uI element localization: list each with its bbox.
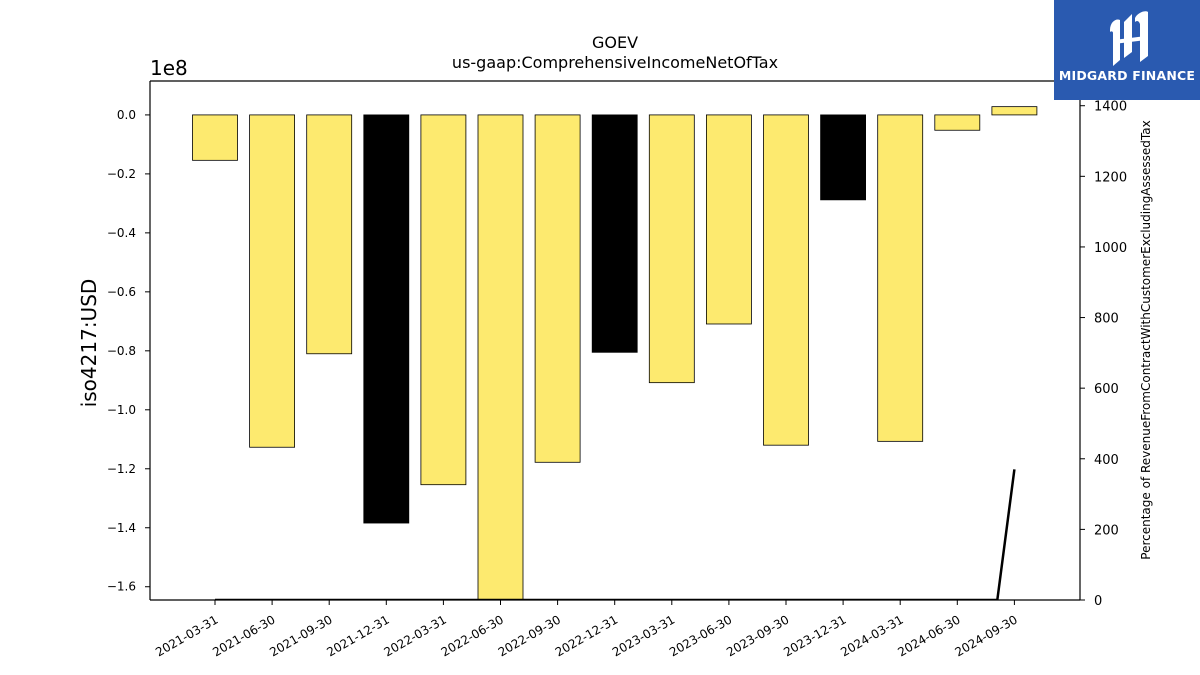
y-tick-label: −1.6 xyxy=(107,580,136,594)
y-tick-label: −1.2 xyxy=(107,462,136,476)
x-tick-label: 2022-12-31 xyxy=(553,612,620,659)
bar-2021-09-30 xyxy=(306,114,353,355)
y2-tick-label: 600 xyxy=(1094,382,1119,397)
x-tick-label: 2022-09-30 xyxy=(496,612,563,659)
bar-2023-09-30 xyxy=(763,114,809,446)
secondary-line xyxy=(215,469,1016,600)
x-tick-label: 2021-03-31 xyxy=(153,612,220,659)
x-tick-label: 2021-12-31 xyxy=(324,612,391,659)
midgard-finance-logo: MIDGARD FINANCE xyxy=(1054,0,1200,100)
logo-text: MIDGARD FINANCE xyxy=(1058,68,1196,83)
x-tick-label: 2022-06-30 xyxy=(439,612,506,659)
y2-tick-label: 1000 xyxy=(1094,241,1127,256)
midgard-logo-icon xyxy=(1110,11,1148,66)
y-tick-label: −0.4 xyxy=(107,226,136,240)
y-axis-label: iso4217:USD xyxy=(77,279,101,408)
y2-tick-label: 1400 xyxy=(1094,100,1127,115)
bar-2023-03-31 xyxy=(648,114,695,384)
chart-subtitle: us-gaap:ComprehensiveIncomeNetOfTax xyxy=(452,53,778,72)
bar-2022-06-30 xyxy=(477,114,524,600)
bar-2023-06-30 xyxy=(706,114,752,325)
x-tick-label: 2024-06-30 xyxy=(895,612,962,659)
x-tick-label: 2024-03-31 xyxy=(838,612,905,659)
bar-2022-09-30 xyxy=(534,114,581,463)
bar-2023-12-31 xyxy=(820,114,866,201)
bar-2024-06-30 xyxy=(934,114,981,131)
y-tick-label: −0.8 xyxy=(107,344,136,358)
bar-2021-06-30 xyxy=(249,114,296,448)
bar-2021-03-31 xyxy=(192,114,238,161)
bar-2022-12-31 xyxy=(591,114,638,353)
y2-tick-label: 800 xyxy=(1094,312,1119,327)
y-tick-label: −0.2 xyxy=(107,167,136,181)
bar-2022-03-31 xyxy=(420,114,467,486)
x-tick-label: 2024-09-30 xyxy=(952,612,1019,659)
chart-title: GOEV xyxy=(592,33,638,52)
x-tick-label: 2023-06-30 xyxy=(667,612,734,659)
y-tick-label: −1.4 xyxy=(107,521,136,535)
bar-2024-03-31 xyxy=(877,114,924,442)
bar-2024-09-30 xyxy=(991,106,1038,116)
y2-tick-label: 400 xyxy=(1094,453,1119,468)
y2-tick-label: 0 xyxy=(1094,594,1102,609)
y-tick-label: 0.0 xyxy=(117,108,136,122)
y2-tick-label: 1200 xyxy=(1094,170,1127,185)
x-tick-label: 2021-06-30 xyxy=(210,612,277,659)
x-tick-label: 2021-09-30 xyxy=(267,612,334,659)
bar-2021-12-31 xyxy=(363,114,410,524)
x-tick-label: 2023-09-30 xyxy=(724,612,791,659)
x-tick-label: 2022-03-31 xyxy=(381,612,448,659)
y2-tick-label: 200 xyxy=(1094,523,1119,538)
y-tick-label: −0.6 xyxy=(107,285,136,299)
y2-axis-label: Percentage of RevenueFromContractWithCus… xyxy=(1139,120,1153,559)
y-tick-label: −1.0 xyxy=(107,403,136,417)
x-tick-label: 2023-03-31 xyxy=(610,612,677,659)
y-offset-label: 1e8 xyxy=(150,56,188,80)
x-tick-label: 2023-12-31 xyxy=(781,612,848,659)
